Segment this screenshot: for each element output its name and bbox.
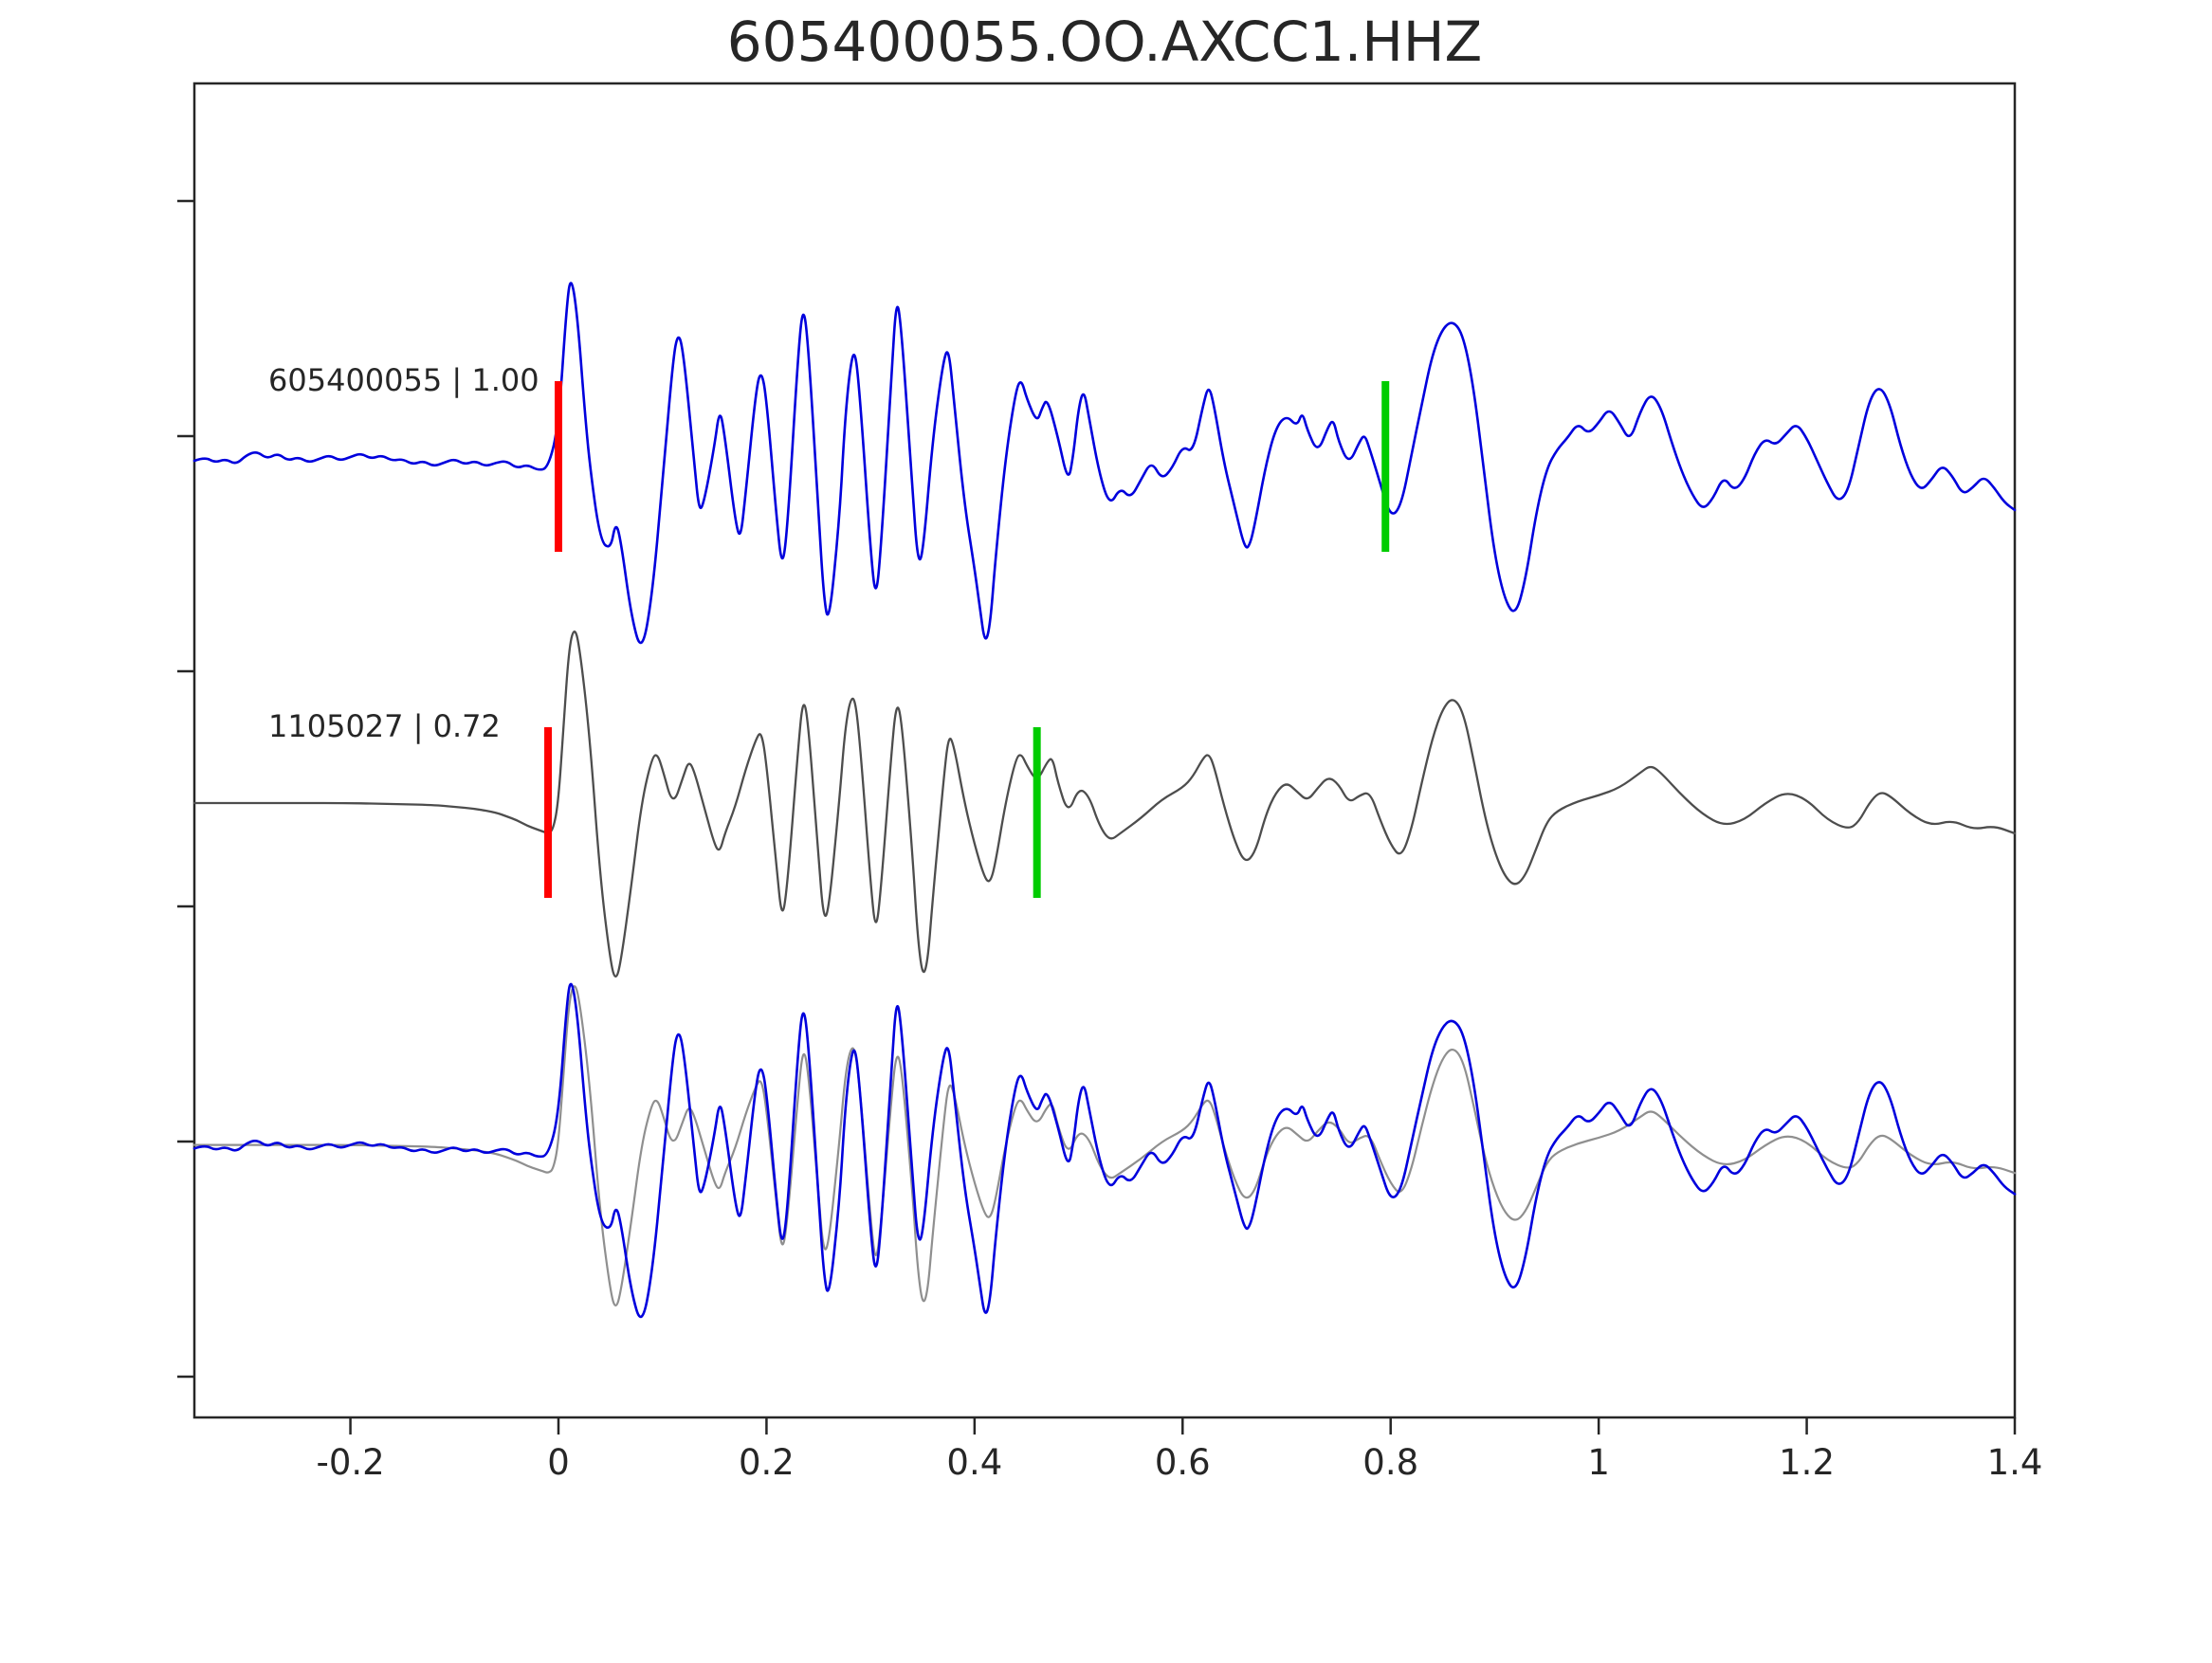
x-tick-label: 0.4 [946, 1442, 1002, 1483]
x-tick-label: 0.2 [739, 1442, 795, 1483]
axes-box [192, 82, 2017, 1419]
trace-gray-row2 [192, 630, 2017, 978]
x-tick-label: 1.4 [1987, 1442, 2043, 1483]
x-tick-label: 1.2 [1779, 1442, 1835, 1483]
chart-title: 605400055.OO.AXCC1.HHZ [727, 9, 1482, 74]
trace-2-label: 1105027 | 0.72 [268, 708, 501, 744]
trace-gray-row3 [192, 985, 2017, 1307]
x-tick-label: 1 [1587, 1442, 1610, 1483]
x-tick-label: 0 [547, 1442, 570, 1483]
x-tick-label: -0.2 [316, 1442, 384, 1483]
x-tick-label: 0.6 [1155, 1442, 1211, 1483]
x-tick-label: 0.8 [1362, 1442, 1418, 1483]
plot-content: -0.2 0 0.2 0.4 0.6 0.8 1 1.2 1.4 [177, 199, 2043, 1483]
trace-1-label: 605400055 | 1.00 [268, 362, 539, 398]
trace-blue-row1 [192, 282, 2017, 645]
trace-blue-row3 [192, 982, 2017, 1319]
